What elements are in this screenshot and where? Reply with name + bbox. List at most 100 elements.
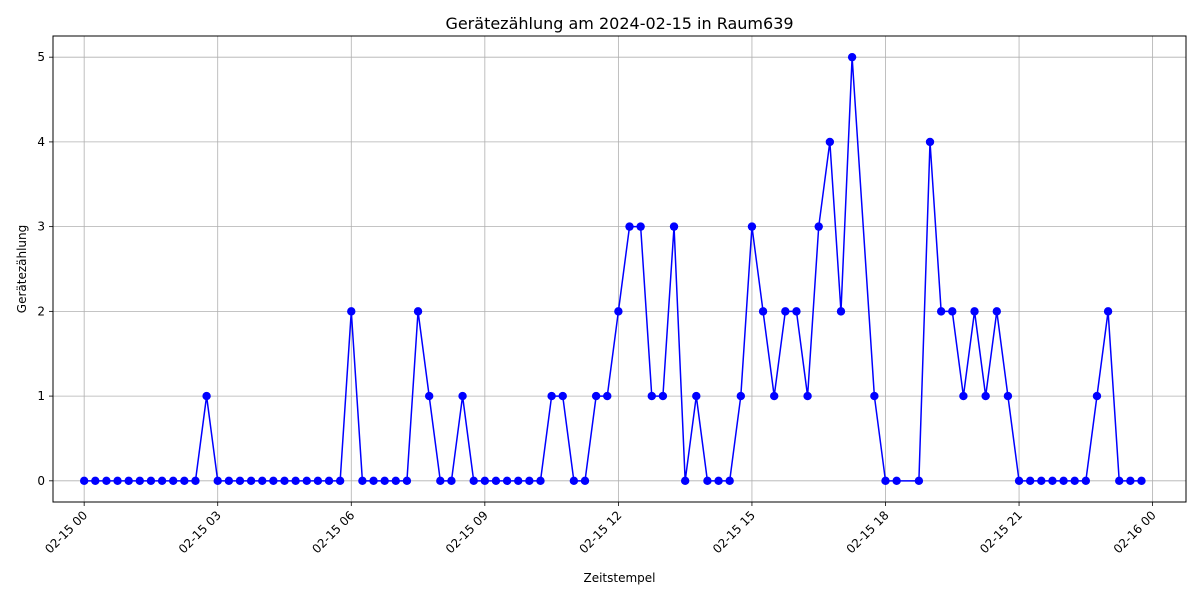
data-point — [1014, 476, 1024, 486]
data-point — [391, 476, 400, 486]
data-point — [669, 222, 679, 231]
data-point — [625, 222, 634, 231]
y-axis-label: Gerätezählung — [15, 225, 29, 313]
data-point — [480, 476, 490, 486]
data-point — [1070, 476, 1079, 486]
data-point — [135, 476, 145, 486]
data-point — [692, 391, 701, 401]
y-axis: 0 1 2 3 4 5 — [37, 50, 53, 488]
data-point — [1003, 391, 1013, 401]
data-point — [825, 137, 835, 147]
plot-frame — [52, 35, 1187, 503]
data-point — [413, 307, 423, 316]
data-point — [402, 476, 412, 486]
data-point — [936, 307, 946, 316]
chart-title: Gerätezählung am 2024-02-15 in Raum639 — [445, 14, 793, 33]
data-point — [1081, 476, 1091, 486]
x-axis-label: Zeitstempel — [583, 571, 655, 585]
data-point — [992, 307, 1001, 316]
data-point — [580, 476, 590, 486]
data-point — [102, 476, 111, 486]
data-point — [703, 476, 712, 486]
data-point — [280, 476, 289, 486]
data-point — [146, 476, 156, 486]
data-point — [948, 307, 957, 316]
data-point — [959, 391, 968, 401]
data-point — [458, 391, 467, 401]
data-point — [870, 391, 879, 401]
data-point — [981, 391, 990, 401]
data-point — [1092, 391, 1102, 401]
data-point — [169, 476, 178, 486]
data-point — [91, 476, 100, 486]
data-point — [246, 476, 256, 486]
data-point — [636, 222, 645, 231]
data-point — [803, 391, 812, 401]
data-point — [213, 476, 222, 486]
data-point — [79, 476, 89, 486]
data-point — [1126, 476, 1135, 486]
data-point — [847, 52, 857, 62]
data-point — [502, 476, 512, 486]
data-point — [569, 476, 579, 486]
data-point — [970, 307, 979, 316]
data-point — [335, 476, 345, 486]
data-point — [747, 222, 757, 231]
data-point — [680, 476, 690, 486]
data-point — [1025, 476, 1035, 486]
data-point — [202, 391, 211, 401]
data-point — [547, 391, 556, 401]
data-point — [714, 476, 723, 486]
data-point — [1037, 476, 1046, 486]
data-point — [424, 391, 434, 401]
data-point — [814, 222, 823, 231]
data-point — [892, 476, 901, 486]
data-point — [124, 476, 133, 486]
grid-lines — [53, 36, 1186, 502]
data-point — [914, 476, 924, 486]
data-point — [369, 476, 378, 486]
data-point — [269, 476, 278, 486]
y-tick-label: 4 — [37, 135, 45, 149]
data-point — [347, 307, 356, 316]
y-tick-label: 2 — [37, 304, 45, 318]
data-point — [180, 476, 189, 486]
data-point — [725, 476, 734, 486]
data-point — [235, 476, 245, 486]
data-point — [1115, 476, 1124, 486]
data-point — [291, 476, 300, 486]
data-point — [302, 476, 311, 486]
data-point — [224, 476, 234, 486]
data-point — [658, 391, 668, 401]
data-point — [358, 476, 367, 486]
data-point — [591, 391, 601, 401]
series-line — [84, 57, 1142, 482]
data-point — [436, 476, 445, 486]
data-point — [1059, 476, 1068, 486]
data-point — [191, 476, 200, 486]
data-point — [525, 476, 534, 486]
data-point — [491, 476, 501, 486]
data-point — [536, 476, 545, 486]
data-point — [313, 476, 323, 486]
data-point — [614, 307, 623, 316]
y-tick-label: 1 — [37, 389, 45, 403]
data-point — [647, 391, 656, 401]
data-point — [603, 391, 612, 401]
y-tick-label: 5 — [37, 50, 45, 64]
data-point — [1137, 476, 1146, 486]
data-point — [836, 307, 846, 316]
data-point — [324, 476, 334, 486]
series-markers — [79, 52, 1146, 486]
data-point — [1048, 476, 1057, 486]
data-point — [792, 307, 801, 316]
data-point — [514, 476, 523, 486]
data-point — [925, 137, 935, 147]
data-point — [113, 476, 122, 486]
data-point — [558, 391, 567, 401]
data-point — [736, 391, 746, 401]
y-tick-label: 0 — [37, 474, 45, 488]
data-point — [447, 476, 456, 486]
data-point — [758, 307, 768, 316]
